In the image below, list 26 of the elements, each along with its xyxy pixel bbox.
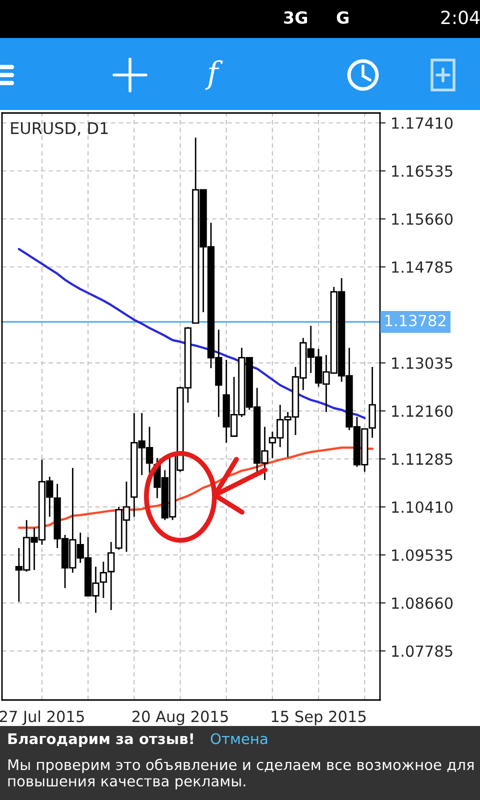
text: f xyxy=(205,60,223,90)
text: Мы проверим это объявление и сделаем все возможное для повышения качества рекламы. xyxy=(8,758,474,790)
text: G xyxy=(336,11,348,24)
text: Отмена xyxy=(210,733,268,744)
y-tick-label: 1.10410 xyxy=(392,501,453,513)
y-tick-label: 1.12160 xyxy=(392,405,453,417)
candlestick xyxy=(368,366,376,438)
x-tick-label: 27 Jul 2015 xyxy=(0,710,84,726)
chart-title: EURUSD, D1 xyxy=(11,122,108,136)
y-tick-label: 1.15660 xyxy=(392,213,453,225)
text: 2:04 xyxy=(441,10,480,24)
y-tick-label: 1.09535 xyxy=(392,549,452,561)
x-tick-label: 15 Sep 2015 xyxy=(272,710,366,726)
y-tick-label: 1.13035 xyxy=(392,357,452,369)
line-series xyxy=(18,248,366,420)
y-tick-label: 1.14785 xyxy=(392,261,452,273)
x-tick-label: 20 Aug 2015 xyxy=(132,710,228,726)
text: Благодарим за отзыв! xyxy=(8,733,193,748)
text: 3G xyxy=(284,11,308,24)
y-tick-label: 1.08660 xyxy=(392,597,453,609)
y-tick-label: 1.16535 xyxy=(392,165,452,177)
ref-line-label: 1.13782 xyxy=(385,314,446,326)
y-tick-label: 1.11285 xyxy=(392,453,452,465)
y-tick-label: 1.17410 xyxy=(392,117,453,129)
line-series xyxy=(18,446,374,529)
y-tick-label: 1.07785 xyxy=(392,645,452,657)
